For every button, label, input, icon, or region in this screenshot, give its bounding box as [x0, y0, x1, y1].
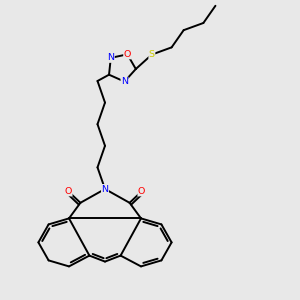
Text: N: N	[121, 77, 128, 86]
Text: O: O	[138, 187, 145, 196]
Text: O: O	[65, 187, 72, 196]
Text: N: N	[107, 53, 114, 62]
Text: O: O	[124, 50, 131, 59]
Text: S: S	[149, 50, 155, 59]
Text: N: N	[101, 184, 109, 194]
